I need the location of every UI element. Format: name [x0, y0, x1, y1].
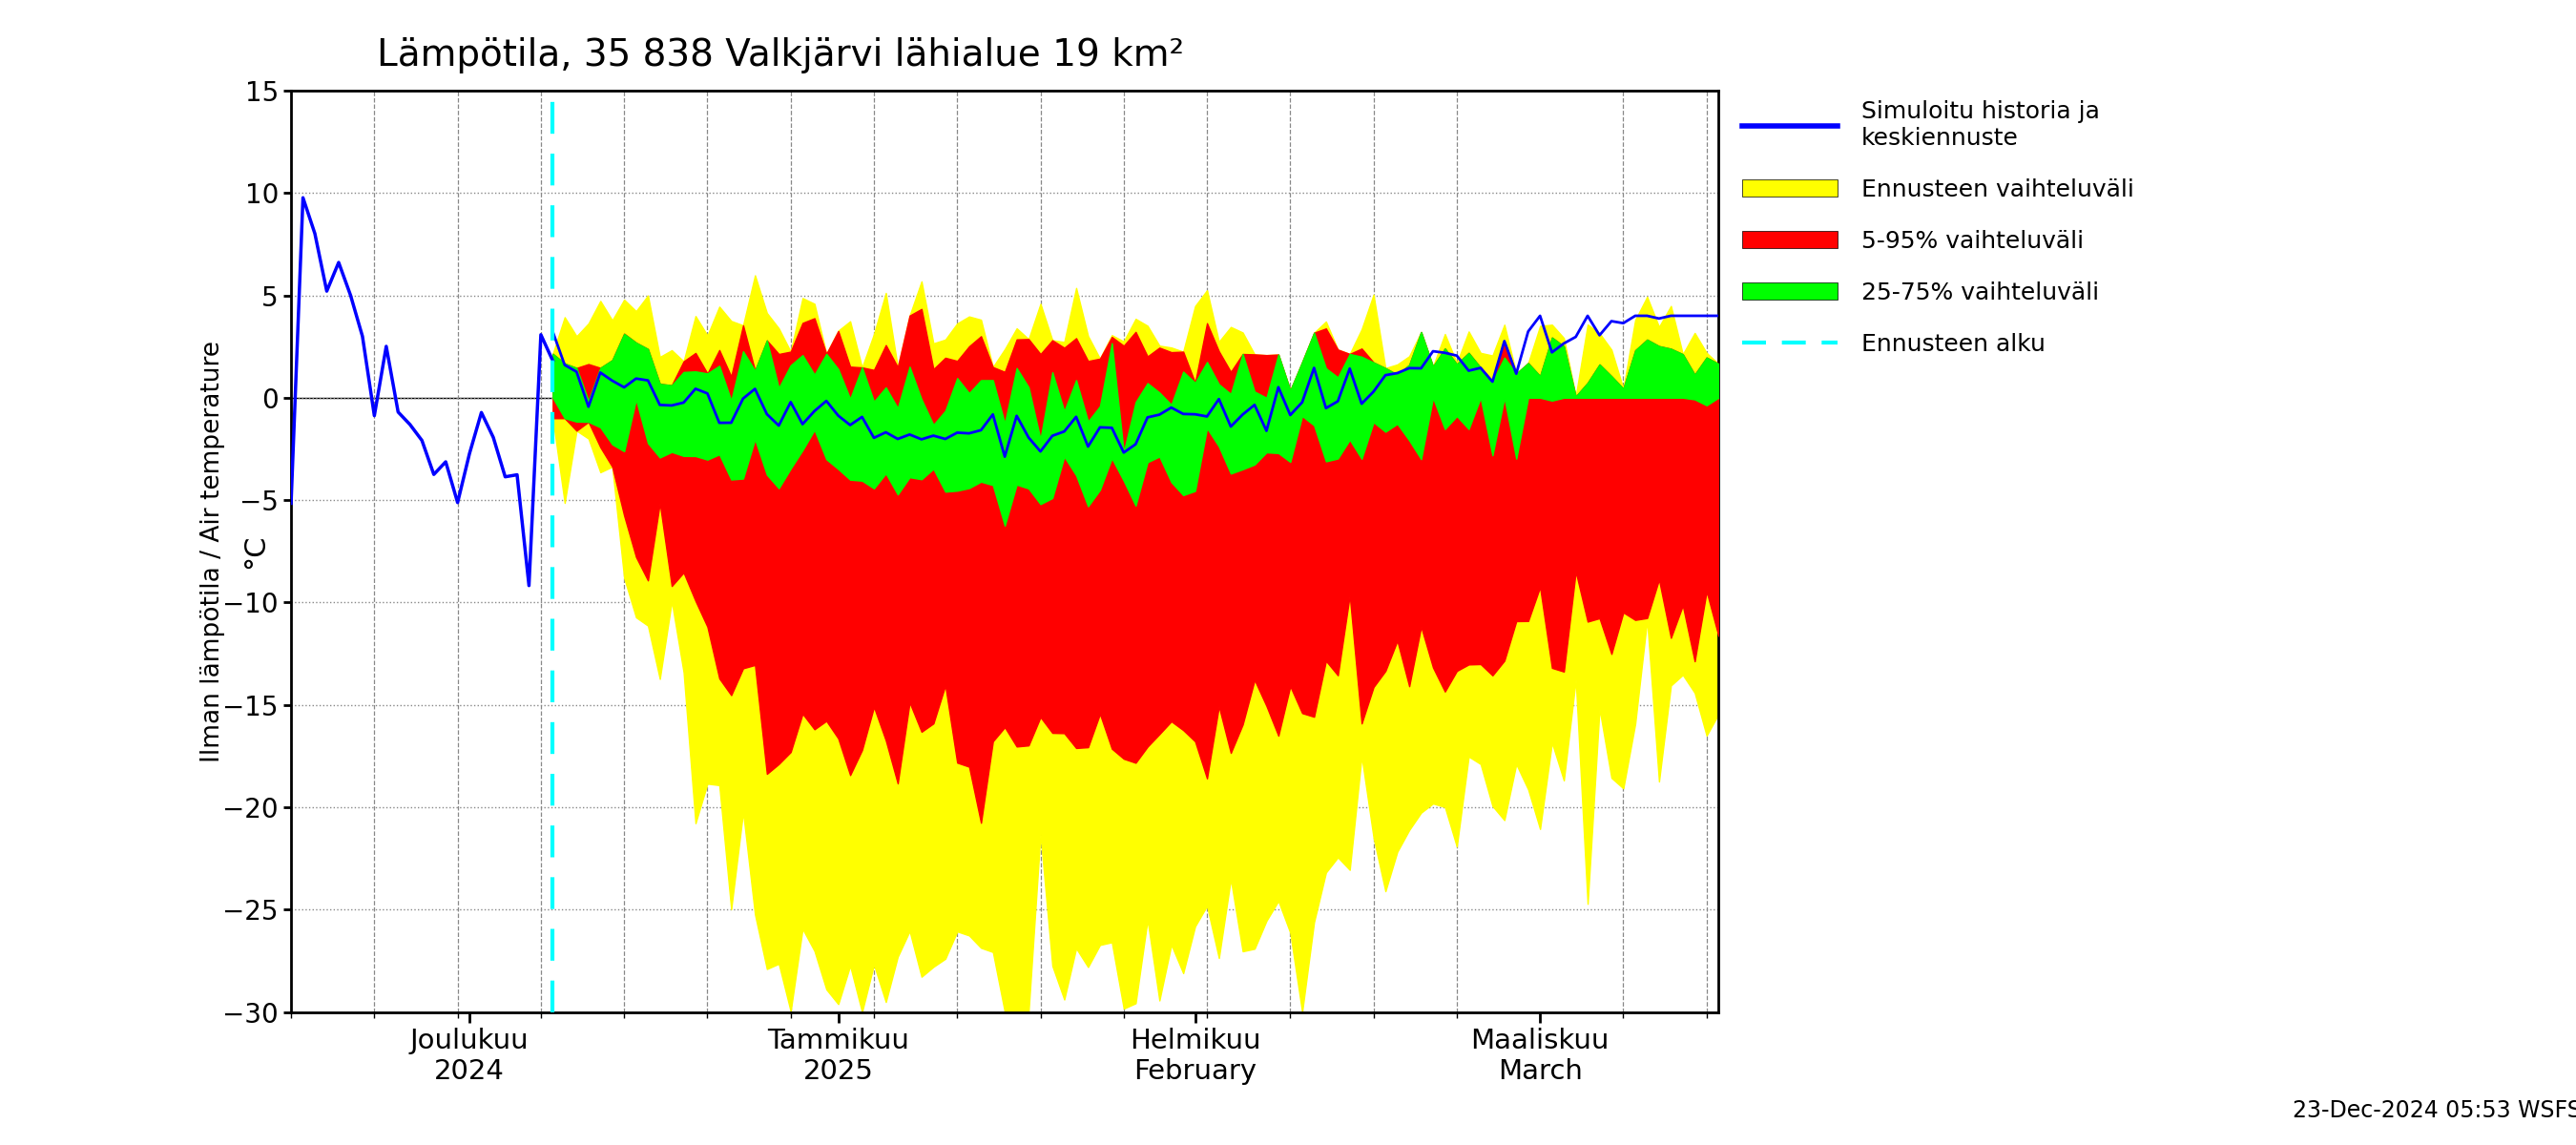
Text: °C: °C: [242, 534, 270, 569]
Text: Lämpötila, 35 838 Valkjärvi lähialue 19 km²: Lämpötila, 35 838 Valkjärvi lähialue 19 …: [376, 37, 1185, 73]
Text: Ilman lämpötila / Air temperature: Ilman lämpötila / Air temperature: [201, 340, 224, 763]
Text: 23-Dec-2024 05:53 WSFS-O: 23-Dec-2024 05:53 WSFS-O: [2293, 1099, 2576, 1122]
Legend: Simuloitu historia ja
keskiennuste, Ennusteen vaihteluväli, 5-95% vaihteluväli, : Simuloitu historia ja keskiennuste, Ennu…: [1734, 90, 2143, 365]
